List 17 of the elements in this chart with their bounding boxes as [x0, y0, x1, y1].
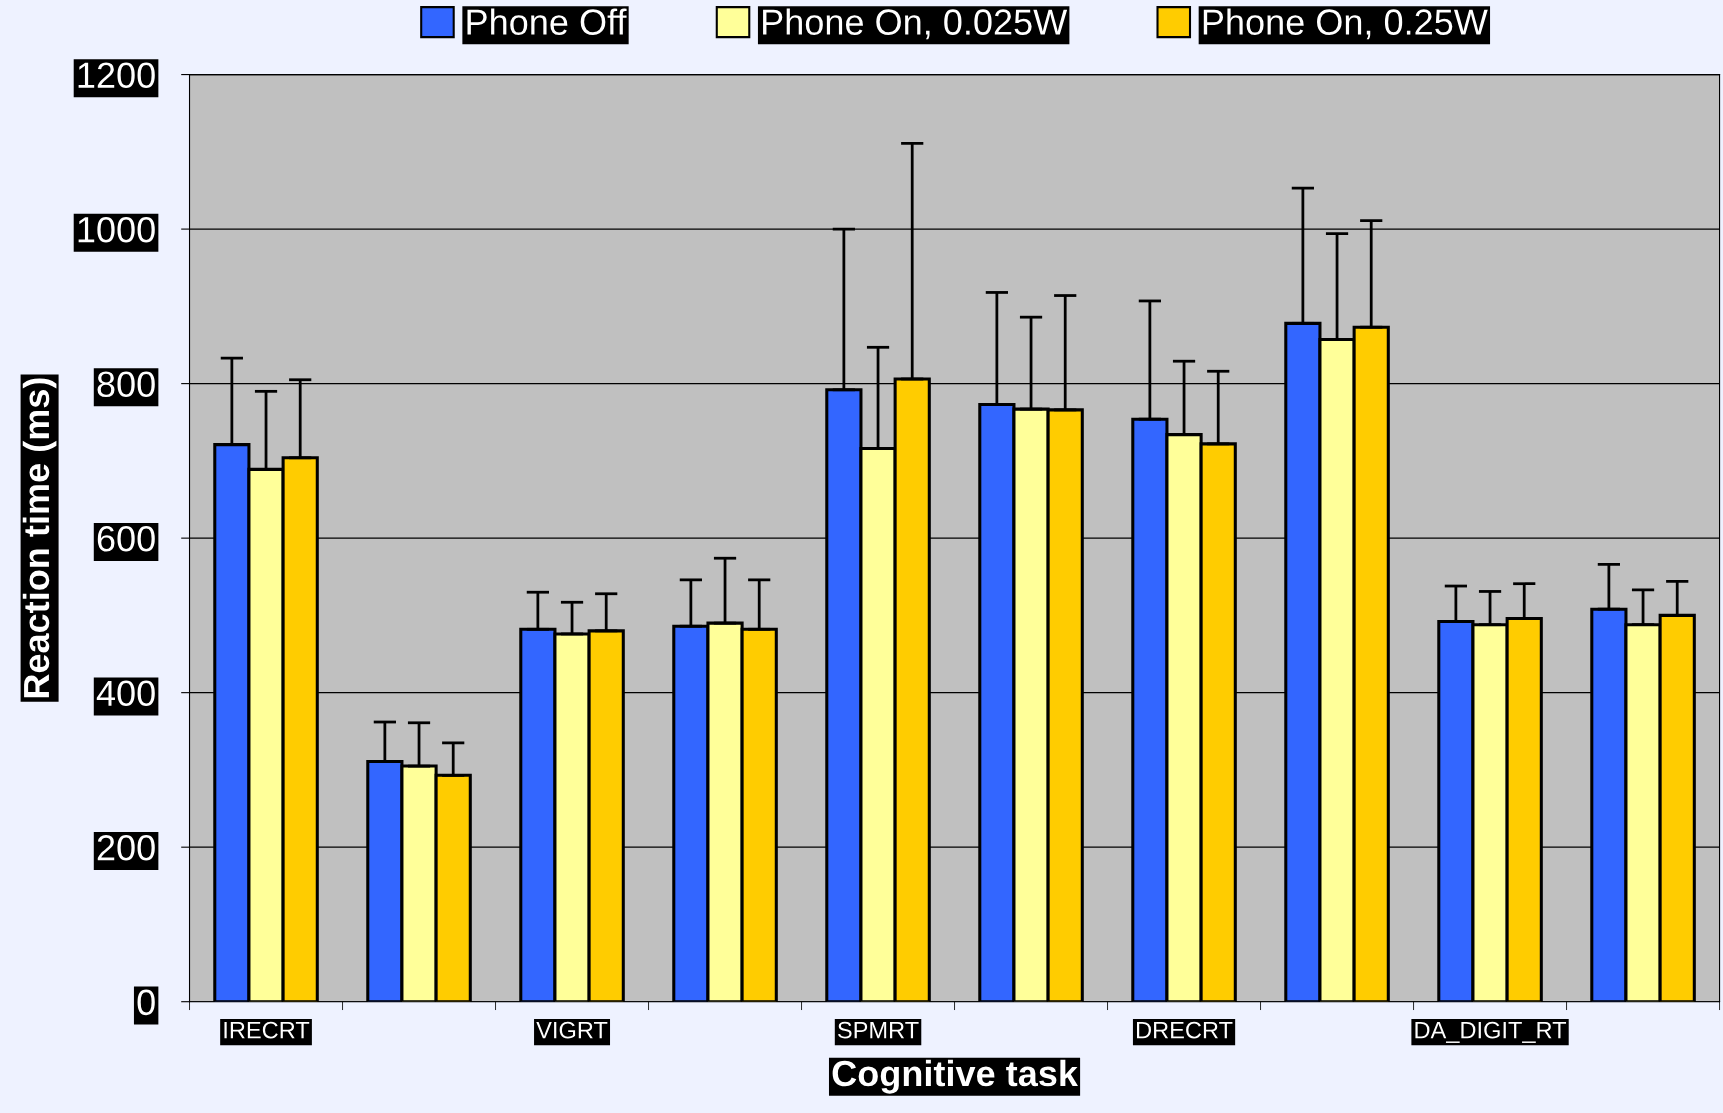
y-tick-label: 1200: [78, 62, 155, 89]
y-tick-label: 0: [137, 989, 155, 1016]
legend-label: Phone Off: [467, 8, 627, 35]
y-tick-label: 200: [97, 835, 155, 861]
legend-label: Phone On, 0.25W: [1203, 8, 1488, 40]
x-tick-label: DA_DIGIT_RT: [1415, 1021, 1567, 1043]
y-tick-label: 1000: [78, 216, 155, 243]
y-tick-label: 800: [97, 371, 155, 398]
x-tick-label: IRECRT: [224, 1021, 310, 1039]
y-tick-label: 600: [97, 526, 155, 552]
legend-label: Phone On, 0.025W: [763, 8, 1068, 40]
x-tick-label: SPMRT: [838, 1021, 919, 1039]
y-axis-title: Reaction time (ms): [22, 378, 57, 698]
x-axis-title: Cognitive task: [832, 1059, 1078, 1094]
x-tick-label: VIGRT: [536, 1021, 608, 1039]
y-tick-label: 400: [96, 680, 155, 707]
x-tick-label: DRECRT: [1137, 1021, 1233, 1039]
